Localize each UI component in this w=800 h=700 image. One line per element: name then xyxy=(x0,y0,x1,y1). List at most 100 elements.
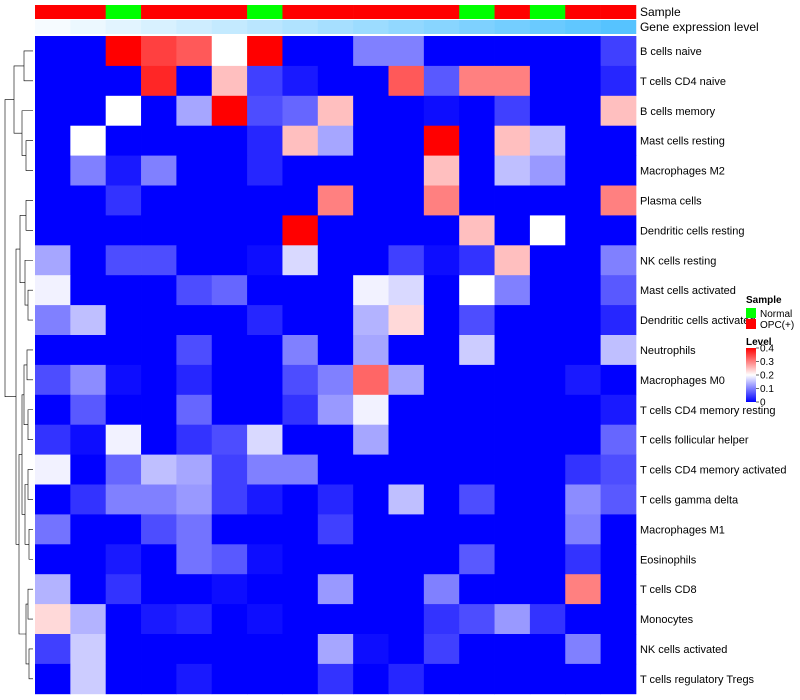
heatmap-cell xyxy=(388,454,425,485)
heatmap-cell xyxy=(494,275,531,306)
heatmap-cell xyxy=(211,634,248,665)
heatmap-cell xyxy=(70,36,107,67)
heatmap-cell xyxy=(70,634,107,665)
heatmap-cell xyxy=(211,484,248,515)
dendrogram-branch xyxy=(25,200,33,231)
heatmap-cell xyxy=(459,514,495,545)
heatmap-cell xyxy=(176,484,213,515)
heatmap-cell xyxy=(565,634,601,665)
heatmap-cell xyxy=(529,574,566,605)
row-label: Dendritic cells resting xyxy=(640,225,745,237)
heatmap-cell xyxy=(176,36,213,67)
heatmap-cell xyxy=(176,185,213,216)
heatmap-cell xyxy=(247,663,283,695)
heatmap-cell xyxy=(211,275,248,306)
heatmap-cell xyxy=(35,275,71,306)
heatmap-cell xyxy=(176,275,213,306)
expression-annotation-cell xyxy=(317,20,354,34)
row-label: T cells CD8 xyxy=(640,584,697,596)
heatmap-cell xyxy=(529,424,566,455)
row-label: Plasma cells xyxy=(640,195,702,207)
heatmap-cell xyxy=(317,544,354,575)
heatmap-cell xyxy=(529,364,566,396)
heatmap-cell xyxy=(141,663,177,695)
dendrogram-branch xyxy=(25,140,33,171)
heatmap-cell xyxy=(282,185,319,216)
heatmap-cell xyxy=(176,95,213,127)
heatmap-cell xyxy=(353,275,389,306)
heatmap-cell xyxy=(388,36,425,67)
heatmap-cell xyxy=(211,125,248,156)
heatmap-cell xyxy=(459,245,495,276)
heatmap-cell xyxy=(282,394,319,426)
heatmap-cell xyxy=(211,36,248,67)
heatmap-cell xyxy=(529,454,566,485)
legend-tick-label: 0.2 xyxy=(760,371,774,382)
row-label: T cells CD4 naive xyxy=(640,76,726,88)
heatmap-cell xyxy=(600,574,637,605)
heatmap-cell xyxy=(600,634,637,665)
heatmap-cell xyxy=(211,394,248,426)
heatmap-cell xyxy=(70,125,107,156)
dendrogram-branch xyxy=(21,394,25,515)
heatmap-cell xyxy=(388,215,425,246)
expression-annotation-cell xyxy=(211,20,248,34)
heatmap-cell xyxy=(35,215,71,246)
heatmap-cell xyxy=(176,663,213,695)
heatmap-cell xyxy=(105,544,142,575)
heatmap-cell xyxy=(388,364,425,396)
row-label: T cells CD4 memory activated xyxy=(640,465,787,477)
dendrogram-branch xyxy=(13,65,24,134)
expression-annotation-cell xyxy=(35,20,71,34)
heatmap-cell xyxy=(70,604,107,635)
heatmap-cell xyxy=(353,604,389,635)
heatmap-cell xyxy=(35,185,71,216)
heatmap-cell xyxy=(529,484,566,515)
legend-tick-label: 0.4 xyxy=(760,344,774,355)
heatmap-cell xyxy=(600,65,637,97)
heatmap-cell xyxy=(247,454,283,485)
dendrogram-branch xyxy=(23,364,28,425)
heatmap-cell xyxy=(565,574,601,605)
heatmap-cell xyxy=(494,185,531,216)
expression-annotation-cell xyxy=(388,20,425,34)
heatmap-cell xyxy=(459,634,495,665)
heatmap-cell xyxy=(211,245,248,276)
heatmap-cell xyxy=(388,155,425,186)
heatmap-cell xyxy=(600,36,637,67)
heatmap-cell xyxy=(105,36,142,67)
annotation-label-gene-expression: Gene expression level xyxy=(640,20,759,34)
heatmap-cell xyxy=(353,245,389,276)
heatmap-cell xyxy=(282,454,319,485)
heatmap-cell xyxy=(105,155,142,186)
heatmap-cell xyxy=(176,155,213,186)
heatmap-cell xyxy=(35,305,71,336)
heatmap-cell xyxy=(282,634,319,665)
heatmap-cell xyxy=(247,215,283,246)
heatmap-cell xyxy=(423,155,460,186)
heatmap-cell xyxy=(247,155,283,186)
heatmap-cell xyxy=(529,245,566,276)
heatmap-cell xyxy=(282,95,319,127)
heatmap-cell xyxy=(141,634,177,665)
heatmap-cell xyxy=(176,634,213,665)
heatmap-cell xyxy=(600,454,637,485)
heatmap-cell xyxy=(70,394,107,426)
heatmap-cell xyxy=(600,275,637,306)
sample-annotation-cell xyxy=(529,5,566,19)
heatmap-cell xyxy=(529,305,566,336)
heatmap-cell xyxy=(105,484,142,515)
heatmap-cell xyxy=(35,364,71,396)
heatmap-cell xyxy=(423,634,460,665)
heatmap-cell xyxy=(247,484,283,515)
heatmap-cell xyxy=(494,95,531,127)
heatmap-cell xyxy=(600,245,637,276)
heatmap-cell xyxy=(353,305,389,336)
heatmap-cell xyxy=(423,275,460,306)
heatmap-cell xyxy=(529,215,566,246)
heatmap-cell xyxy=(423,663,460,695)
heatmap-cell xyxy=(565,125,601,156)
heatmap-cell xyxy=(423,604,460,635)
heatmap-cell xyxy=(423,454,460,485)
